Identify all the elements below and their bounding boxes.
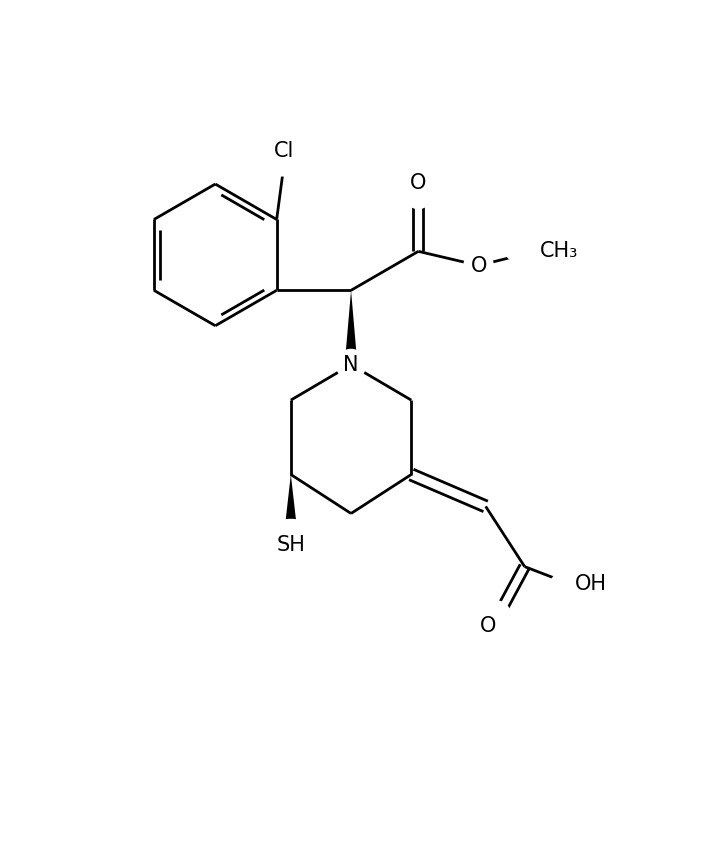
Text: O: O	[471, 256, 487, 276]
Polygon shape	[285, 474, 297, 528]
Ellipse shape	[504, 235, 575, 267]
Text: O: O	[410, 174, 426, 194]
Text: O: O	[480, 616, 496, 636]
Ellipse shape	[463, 250, 494, 282]
Ellipse shape	[258, 145, 309, 176]
Text: SH: SH	[276, 535, 306, 555]
Text: CH₃: CH₃	[540, 241, 578, 261]
Ellipse shape	[266, 518, 316, 550]
Ellipse shape	[481, 600, 511, 632]
Text: N: N	[343, 355, 359, 375]
Ellipse shape	[550, 569, 600, 600]
Text: Cl: Cl	[273, 141, 294, 161]
Text: OH: OH	[575, 575, 607, 594]
Polygon shape	[345, 290, 358, 365]
Ellipse shape	[403, 177, 433, 209]
Ellipse shape	[336, 349, 366, 381]
